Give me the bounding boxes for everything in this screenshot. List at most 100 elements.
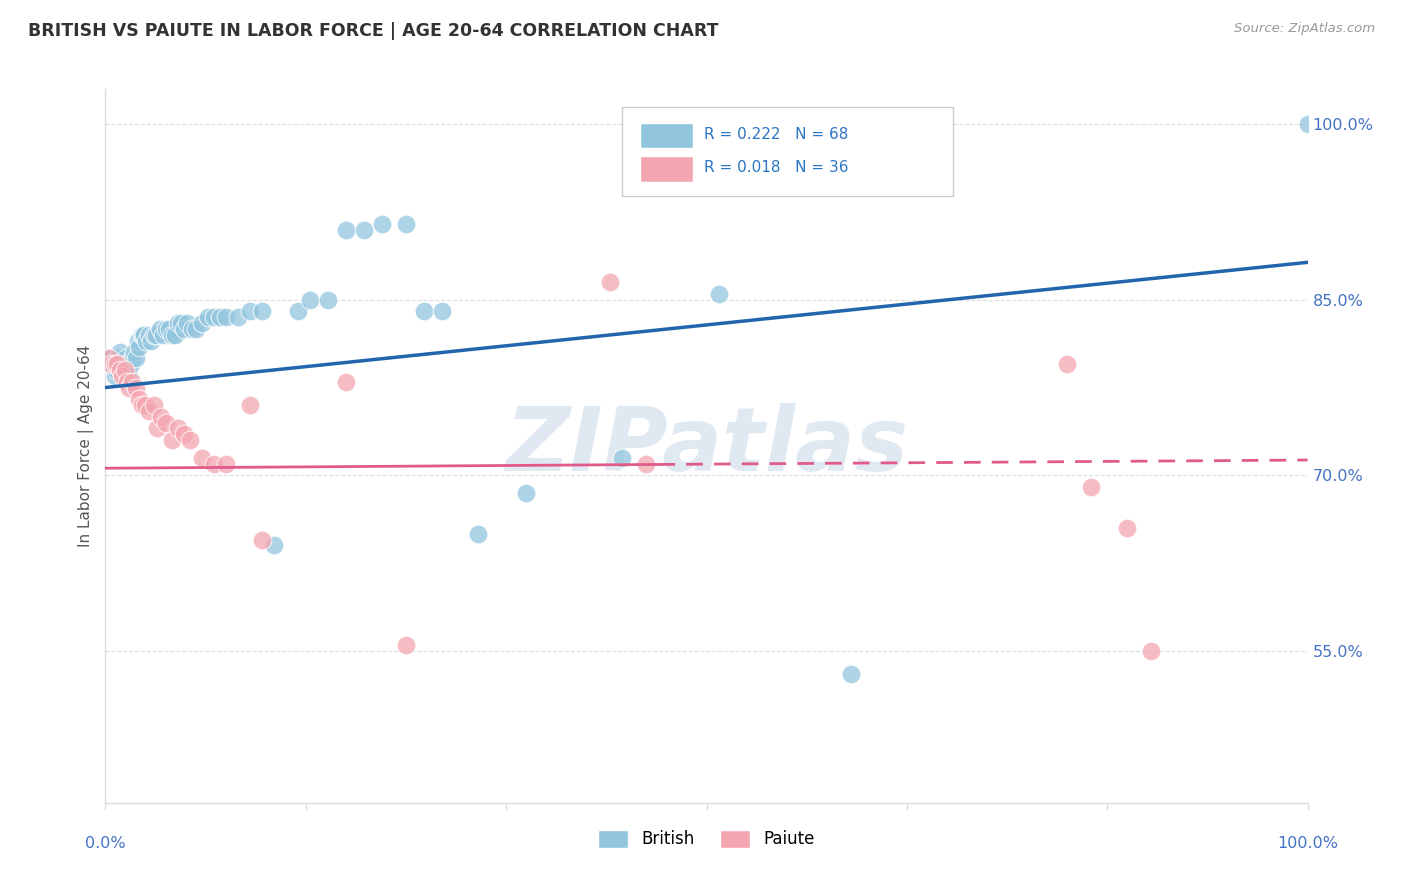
Text: R = 0.018   N = 36: R = 0.018 N = 36 (704, 161, 849, 175)
Point (114, 363, 136, 377)
Point (371, 217, 394, 231)
Text: Source: ZipAtlas.com: Source: ZipAtlas.com (1234, 22, 1375, 36)
Point (101, 357, 124, 371)
Point (100, 351, 122, 366)
Point (111, 363, 134, 377)
Point (166, 316, 188, 330)
Point (132, 327, 155, 342)
Point (250, 533, 273, 547)
Point (1116, 521, 1139, 535)
Point (128, 340, 150, 354)
Point (197, 310, 219, 325)
Point (1140, 644, 1163, 658)
Point (173, 322, 195, 336)
Point (214, 457, 236, 471)
Point (104, 357, 127, 371)
Point (202, 457, 225, 471)
Point (124, 345, 146, 359)
Point (127, 334, 149, 348)
Point (181, 322, 204, 336)
Point (515, 485, 537, 500)
Point (184, 322, 207, 336)
Point (110, 357, 132, 371)
Point (128, 392, 150, 407)
Point (173, 427, 195, 442)
Point (160, 433, 183, 447)
Point (112, 368, 135, 383)
Point (157, 322, 180, 336)
Point (148, 322, 170, 336)
Point (1056, 357, 1078, 371)
Point (121, 375, 143, 389)
Point (146, 421, 169, 435)
Point (190, 450, 212, 465)
Point (179, 433, 201, 447)
Point (395, 217, 418, 231)
Point (107, 351, 129, 366)
Point (122, 351, 145, 366)
Point (115, 375, 138, 389)
Point (120, 357, 142, 371)
Point (138, 327, 160, 342)
Point (134, 398, 156, 412)
Point (839, 667, 862, 681)
Point (263, 538, 285, 552)
Point (108, 363, 131, 377)
FancyBboxPatch shape (640, 156, 693, 182)
Point (430, 304, 453, 318)
Point (226, 310, 249, 325)
Point (239, 398, 262, 412)
Point (413, 304, 436, 318)
Text: ZIPatlas: ZIPatlas (505, 402, 908, 490)
Point (612, 450, 634, 465)
Point (115, 351, 138, 366)
Point (142, 398, 165, 412)
Point (149, 409, 172, 424)
Point (131, 327, 153, 342)
Point (335, 375, 357, 389)
Point (145, 327, 167, 342)
Point (103, 363, 125, 377)
Point (208, 310, 231, 325)
Text: 100.0%: 100.0% (1277, 836, 1339, 851)
Point (117, 363, 139, 377)
Point (139, 334, 162, 348)
Point (107, 351, 129, 366)
Point (131, 398, 153, 412)
Point (170, 316, 193, 330)
FancyBboxPatch shape (640, 123, 693, 148)
Point (298, 293, 321, 307)
Text: BRITISH VS PAIUTE IN LABOR FORCE | AGE 20-64 CORRELATION CHART: BRITISH VS PAIUTE IN LABOR FORCE | AGE 2… (28, 22, 718, 40)
Legend: British, Paiute: British, Paiute (592, 823, 821, 855)
Point (155, 322, 177, 336)
Point (214, 310, 236, 325)
Point (190, 316, 212, 330)
Point (98, 351, 121, 366)
Point (335, 222, 357, 236)
Point (165, 327, 187, 342)
Point (114, 363, 136, 377)
Point (105, 363, 128, 377)
Point (124, 380, 146, 394)
Point (111, 368, 134, 383)
Point (239, 304, 262, 318)
Point (124, 351, 146, 366)
Point (287, 304, 309, 318)
Point (636, 457, 658, 471)
Point (142, 327, 165, 342)
Point (353, 222, 375, 236)
Point (121, 351, 143, 366)
Text: R = 0.222   N = 68: R = 0.222 N = 68 (704, 127, 848, 142)
Point (395, 638, 418, 652)
Text: 0.0%: 0.0% (86, 836, 125, 851)
Point (100, 357, 122, 371)
Point (135, 334, 157, 348)
FancyBboxPatch shape (623, 107, 953, 196)
Point (115, 357, 138, 371)
Point (599, 275, 621, 289)
Point (160, 327, 183, 342)
Point (467, 526, 489, 541)
Point (152, 327, 174, 342)
Point (132, 327, 155, 342)
Point (250, 304, 273, 318)
